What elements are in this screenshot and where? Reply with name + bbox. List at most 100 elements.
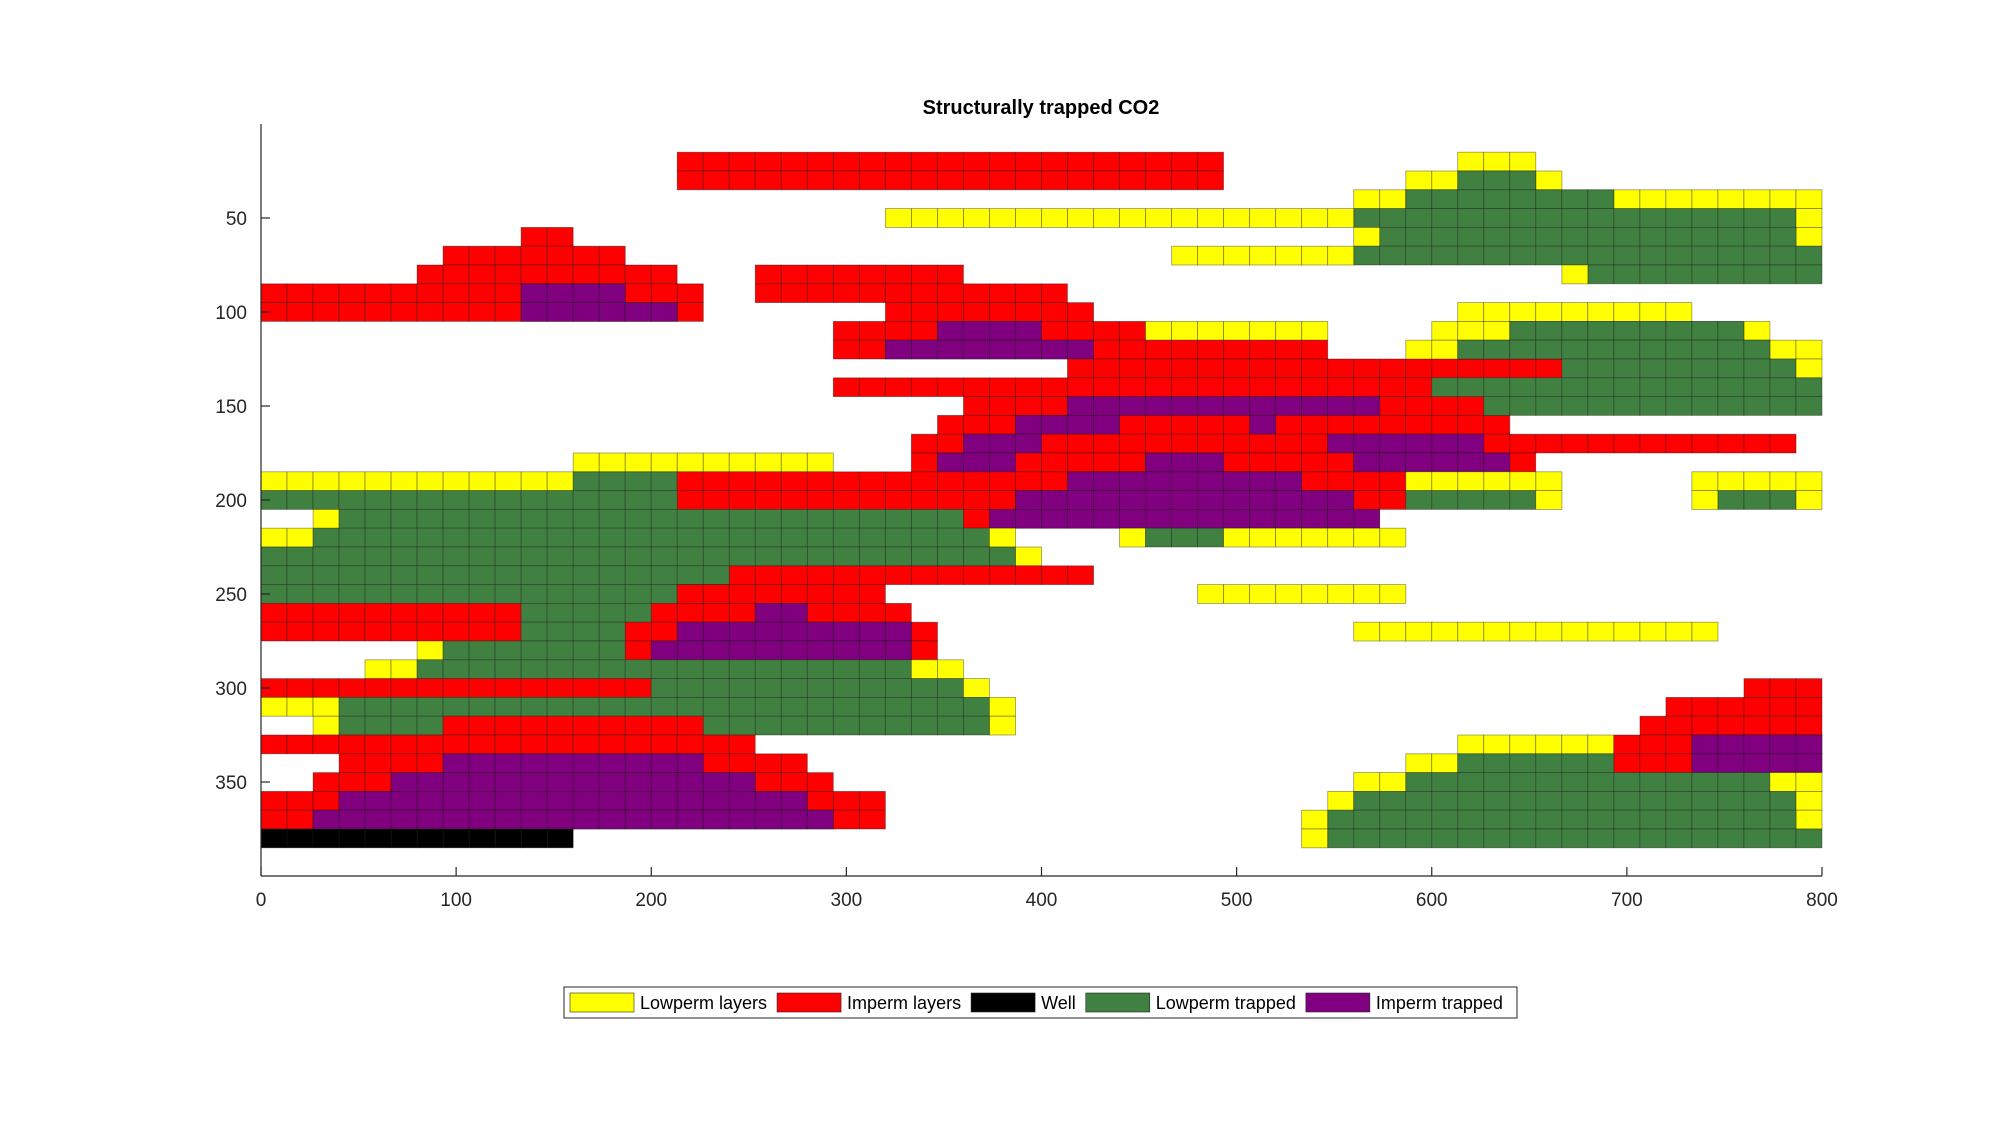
cell-imperm-layers [1197,170,1224,191]
cell-imperm-layers [416,734,444,755]
cell-imperm-trapped [1249,396,1276,416]
cell-lowperm-trapped [1769,396,1797,416]
cell-imperm-trapped [1301,396,1329,416]
cell-imperm-layers [1119,151,1146,172]
cell-imperm-trapped [728,809,756,830]
cell-lowperm-trapped [650,659,678,679]
cell-lowperm-trapped [832,527,860,548]
cell-imperm-layers [442,715,470,736]
cell-lowperm-trapped [754,527,782,548]
cell-lowperm-trapped [442,584,470,604]
cell-lowperm-trapped [1665,396,1693,416]
region-lowperm-layers-12 [1171,245,1355,266]
cell-lowperm-trapped [520,565,548,585]
cell-lowperm-layers [1743,189,1771,210]
cell-lowperm-trapped [1613,791,1641,811]
region-lowperm-layers-133 [1301,809,1329,849]
cell-lowperm-trapped [260,565,288,585]
cell-imperm-layers [832,151,860,172]
cell-imperm-layers [286,621,314,642]
cell-lowperm-layers [1379,621,1407,642]
cell-lowperm-trapped [1639,339,1667,360]
cell-imperm-trapped [1171,452,1198,473]
cell-imperm-trapped [806,809,834,830]
cell-imperm-layers [338,753,366,773]
region-lowperm-layers-75 [1119,527,1146,548]
cell-lowperm-layers [1691,621,1719,642]
cell-lowperm-trapped [1457,828,1485,849]
cell-lowperm-trapped [1405,490,1433,510]
region-lowperm-layers-101 [963,678,990,698]
cell-imperm-layers [624,621,652,642]
cell-imperm-layers [364,734,392,755]
cell-lowperm-layers [260,471,288,491]
cell-lowperm-layers [416,640,444,661]
legend-label-well: Well [1041,993,1076,1013]
cell-imperm-layers [338,302,366,322]
cell-imperm-layers [702,734,730,755]
cell-imperm-trapped [650,772,678,792]
cell-imperm-layers [1509,433,1537,454]
cell-lowperm-trapped [1561,358,1589,379]
cell-imperm-layers [884,320,912,341]
cell-imperm-layers [1041,170,1068,191]
cell-lowperm-trapped [598,659,626,679]
cell-imperm-trapped [1249,508,1276,529]
cell-lowperm-trapped [1561,396,1589,416]
cell-lowperm-layers [546,471,574,491]
region-imperm-trapped-20 [520,302,678,322]
cell-imperm-layers [312,772,340,792]
cell-imperm-trapped [650,640,678,661]
cell-imperm-layers [676,584,704,604]
cell-lowperm-trapped [963,546,990,567]
cell-imperm-layers [1171,358,1198,379]
cell-lowperm-layers [1691,471,1719,491]
cell-imperm-layers [936,433,964,454]
cell-lowperm-trapped [364,508,392,529]
cell-lowperm-trapped [442,527,470,548]
cell-imperm-layers [494,603,522,623]
cell-imperm-trapped [911,339,938,360]
cell-imperm-layers [468,621,496,642]
cell-lowperm-trapped [1639,809,1667,830]
cell-lowperm-trapped [650,471,678,491]
cell-lowperm-layers [468,471,496,491]
cell-lowperm-layers [1639,189,1667,210]
cell-imperm-layers [1197,433,1224,454]
cell-lowperm-trapped [1561,828,1589,849]
cell-lowperm-layers [442,471,470,491]
cell-lowperm-layers [1145,208,1172,228]
cell-imperm-layers [1093,151,1120,172]
cell-lowperm-trapped [1665,264,1693,285]
cell-lowperm-layers [390,471,418,491]
cell-lowperm-trapped [1405,208,1433,228]
cell-lowperm-trapped [598,527,626,548]
cell-imperm-layers [780,170,808,191]
cell-lowperm-trapped [1587,339,1615,360]
cell-lowperm-trapped [754,715,782,736]
cell-lowperm-trapped [1405,809,1433,830]
cell-lowperm-trapped [936,527,964,548]
cell-lowperm-trapped [1379,828,1407,849]
cell-imperm-trapped [442,753,470,773]
cell-imperm-trapped [1145,508,1172,529]
cell-imperm-trapped [754,809,782,830]
cell-lowperm-layers [1795,490,1823,510]
cell-imperm-layers [702,471,730,491]
cell-lowperm-layers [1483,471,1511,491]
cell-lowperm-layers [1509,151,1537,172]
cell-lowperm-layers [1301,245,1329,266]
cell-lowperm-trapped [1639,396,1667,416]
cell-imperm-trapped [1223,471,1250,491]
cell-lowperm-layers [1275,320,1303,341]
cell-lowperm-trapped [338,527,366,548]
cell-well [390,828,418,849]
cell-lowperm-layers [1795,189,1823,210]
x-tick-label: 400 [1026,890,1058,911]
cell-lowperm-trapped [1483,828,1511,849]
cell-imperm-layers [832,377,860,397]
cell-imperm-layers [624,734,652,755]
cell-lowperm-trapped [1587,772,1615,792]
cell-lowperm-trapped [442,490,470,510]
cell-lowperm-trapped [416,697,444,717]
